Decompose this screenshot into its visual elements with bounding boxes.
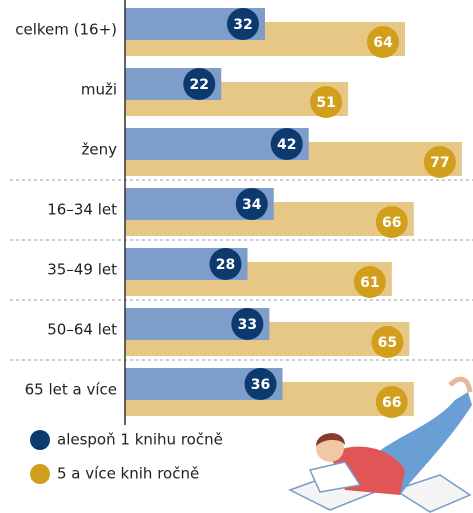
legend-marker	[30, 430, 50, 450]
value-badge	[310, 86, 343, 118]
value-label: 33	[238, 317, 257, 333]
value-label: 36	[251, 377, 270, 393]
value-label: 34	[242, 197, 262, 213]
value-badge	[375, 386, 408, 418]
value-label: 28	[216, 257, 235, 273]
plot: celkem (16+) 32 64 muži 22 51 ženy 42 77 16–34 le…	[10, 0, 473, 425]
category-label: celkem (16+)	[15, 21, 117, 39]
category-label: 35–49 let	[47, 261, 117, 279]
value-label: 66	[382, 395, 401, 411]
value-badge	[270, 128, 303, 160]
category-label: 50–64 let	[47, 321, 117, 339]
illustration	[288, 376, 473, 513]
legend-label: alespoň 1 knihu ročně	[57, 431, 223, 449]
value-badge	[183, 68, 216, 100]
value-badge	[371, 326, 404, 358]
value-label: 64	[373, 35, 393, 51]
legend-label: 5 a více knih ročně	[57, 465, 199, 483]
value-badge	[227, 8, 259, 40]
value-badge	[244, 368, 277, 400]
value-badge	[375, 206, 408, 238]
value-label: 77	[430, 155, 449, 171]
category-label: muži	[81, 81, 117, 99]
value-label: 65	[378, 335, 397, 351]
value-badge	[367, 26, 399, 58]
value-badge	[353, 266, 386, 298]
value-badge	[423, 146, 456, 178]
value-label: 42	[277, 137, 296, 153]
value-badge	[209, 248, 242, 280]
category-label: 65 let a více	[25, 381, 117, 399]
value-label: 22	[190, 77, 209, 93]
category-label: 16–34 let	[47, 201, 117, 219]
value-label: 66	[382, 215, 401, 231]
value-label: 32	[233, 17, 252, 33]
category-label: ženy	[82, 141, 118, 159]
value-badge	[231, 308, 264, 340]
legend-marker	[30, 464, 50, 484]
value-label: 61	[360, 275, 379, 291]
value-label: 51	[316, 95, 335, 111]
value-badge	[235, 188, 268, 220]
